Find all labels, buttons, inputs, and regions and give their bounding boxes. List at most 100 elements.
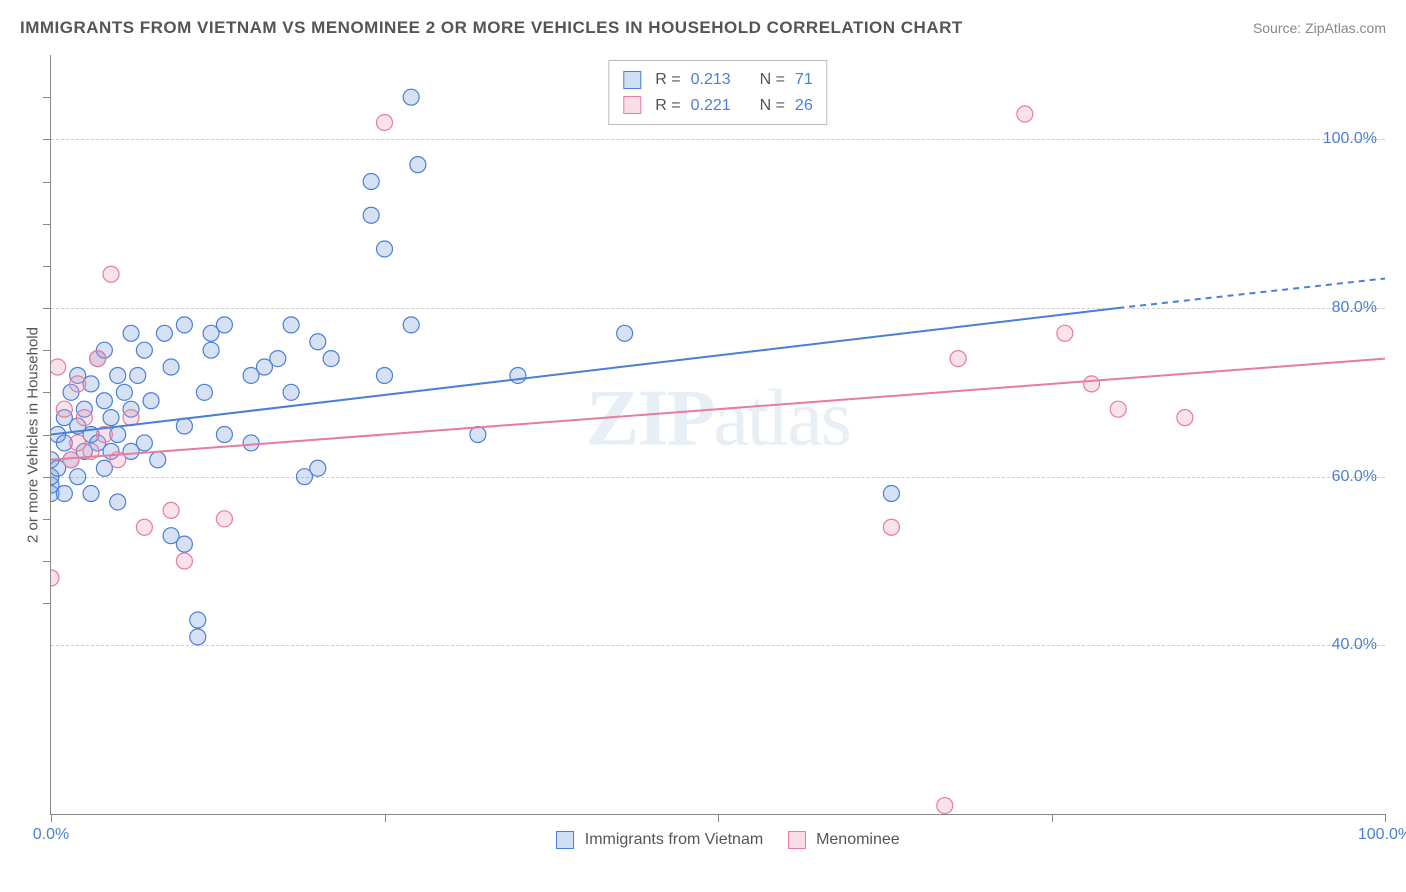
- y-axis-label: 2 or more Vehicles in Household: [25, 327, 42, 543]
- data-point: [310, 334, 326, 350]
- data-point: [1084, 376, 1100, 392]
- data-point: [51, 570, 59, 586]
- y-tick: [43, 97, 51, 98]
- y-tick: [43, 435, 51, 436]
- data-point: [243, 435, 259, 451]
- data-point: [51, 359, 66, 375]
- source-attribution: Source: ZipAtlas.com: [1253, 20, 1386, 36]
- data-point: [1177, 410, 1193, 426]
- data-point: [310, 460, 326, 476]
- data-point: [510, 367, 526, 383]
- data-point: [130, 367, 146, 383]
- data-point: [116, 384, 132, 400]
- data-point: [617, 325, 633, 341]
- data-point: [283, 384, 299, 400]
- swatch-pink-icon: [623, 96, 641, 114]
- data-point: [83, 486, 99, 502]
- data-point: [1017, 106, 1033, 122]
- stat-r-value-pink: 0.221: [691, 93, 731, 119]
- data-point: [937, 798, 953, 814]
- y-tick: [43, 561, 51, 562]
- data-point: [190, 629, 206, 645]
- data-point: [70, 376, 86, 392]
- data-point: [136, 342, 152, 358]
- stat-n-value-pink: 26: [795, 93, 813, 119]
- stat-n-value-blue: 71: [795, 67, 813, 93]
- data-point: [216, 317, 232, 333]
- data-point: [196, 384, 212, 400]
- data-point: [96, 393, 112, 409]
- x-tick-label: 100.0%: [1358, 826, 1406, 844]
- y-tick: [43, 350, 51, 351]
- y-tick: [43, 308, 51, 309]
- x-tick: [1385, 814, 1386, 822]
- trend-line-dashed: [1118, 278, 1385, 308]
- data-point: [470, 427, 486, 443]
- data-point: [176, 536, 192, 552]
- swatch-blue-icon: [556, 831, 574, 849]
- data-point: [403, 317, 419, 333]
- y-tick: [43, 224, 51, 225]
- stat-r-label: R =: [655, 67, 680, 93]
- source-link[interactable]: ZipAtlas.com: [1305, 20, 1386, 36]
- data-point: [1110, 401, 1126, 417]
- data-point: [156, 325, 172, 341]
- data-point: [150, 452, 166, 468]
- x-tick: [718, 814, 719, 822]
- data-point: [136, 519, 152, 535]
- swatch-pink-icon: [788, 831, 806, 849]
- y-tick: [43, 519, 51, 520]
- data-point: [270, 351, 286, 367]
- data-point: [883, 486, 899, 502]
- x-tick: [51, 814, 52, 822]
- stat-n-label: N =: [760, 67, 785, 93]
- y-tick: [43, 139, 51, 140]
- data-point: [883, 519, 899, 535]
- data-point: [950, 351, 966, 367]
- data-point: [377, 114, 393, 130]
- data-point: [216, 511, 232, 527]
- data-point: [403, 89, 419, 105]
- data-point: [56, 486, 72, 502]
- data-point: [136, 435, 152, 451]
- data-point: [176, 418, 192, 434]
- stats-row-blue: R = 0.213 N = 71: [623, 67, 812, 93]
- chart-svg: [51, 55, 1385, 814]
- data-point: [203, 342, 219, 358]
- data-point: [176, 553, 192, 569]
- data-point: [123, 325, 139, 341]
- data-point: [143, 393, 159, 409]
- data-point: [103, 266, 119, 282]
- data-point: [1057, 325, 1073, 341]
- title-bar: IMMIGRANTS FROM VIETNAM VS MENOMINEE 2 O…: [20, 18, 1386, 38]
- data-point: [90, 351, 106, 367]
- stat-r-value-blue: 0.213: [691, 67, 731, 93]
- data-point: [377, 241, 393, 257]
- bottom-legend: Immigrants from Vietnam Menominee: [51, 831, 1385, 849]
- x-tick-label: 0.0%: [33, 826, 69, 844]
- y-tick: [43, 182, 51, 183]
- data-point: [110, 494, 126, 510]
- y-tick: [43, 603, 51, 604]
- data-point: [56, 401, 72, 417]
- source-label: Source:: [1253, 20, 1301, 36]
- y-tick: [43, 477, 51, 478]
- stat-n-label: N =: [760, 93, 785, 119]
- data-point: [123, 410, 139, 426]
- data-point: [363, 174, 379, 190]
- data-point: [216, 427, 232, 443]
- data-point: [323, 351, 339, 367]
- data-point: [163, 359, 179, 375]
- data-point: [110, 367, 126, 383]
- data-point: [103, 410, 119, 426]
- legend-label-blue: Immigrants from Vietnam: [585, 831, 763, 848]
- x-tick: [1052, 814, 1053, 822]
- stats-row-pink: R = 0.221 N = 26: [623, 93, 812, 119]
- data-point: [190, 612, 206, 628]
- stat-r-label: R =: [655, 93, 680, 119]
- data-point: [176, 317, 192, 333]
- plot-area: 2 or more Vehicles in Household ZIPatlas…: [50, 55, 1385, 815]
- data-point: [76, 410, 92, 426]
- chart-title: IMMIGRANTS FROM VIETNAM VS MENOMINEE 2 O…: [20, 18, 963, 38]
- y-tick: [43, 266, 51, 267]
